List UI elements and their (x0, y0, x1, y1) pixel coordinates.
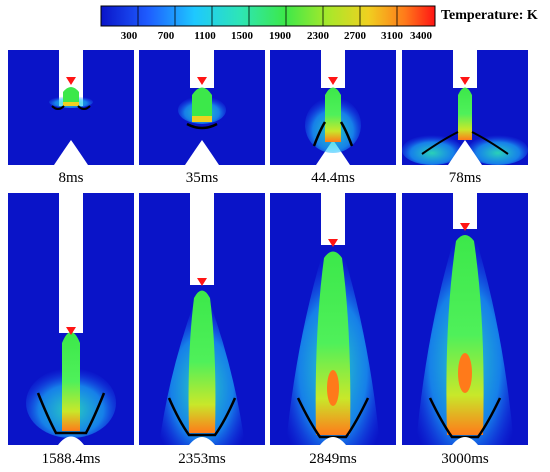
colorbar-tick-label: 3400 (410, 30, 432, 42)
panel-time-label: 3000ms (441, 451, 489, 467)
panel-time-label: 78ms (448, 170, 482, 186)
panel-time-label: 44.4ms (311, 170, 355, 186)
panel-time-label: 2849ms (309, 451, 357, 467)
colorbar-title: Temperature: K (441, 8, 538, 23)
panel-time-label: 35ms (185, 170, 219, 186)
colorbar-tick-label: 1100 (194, 30, 216, 42)
colorbar-gradient (100, 5, 436, 27)
colorbar-tick-label: 3100 (381, 30, 403, 42)
simulation-panel-2849ms (270, 193, 396, 445)
colorbar-tick-label: 2300 (307, 30, 329, 42)
panel-time-label: 2353ms (178, 451, 226, 467)
simulation-panel-8ms (8, 50, 134, 165)
colorbar-tick-label: 1900 (269, 30, 291, 42)
colorbar-tick-label: 700 (157, 30, 175, 42)
simulation-panel-3000ms (402, 193, 528, 445)
panel-time-label: 8ms (58, 170, 84, 186)
simulation-panel-78ms (402, 50, 528, 165)
temperature-colorbar: 300 700 1100 1500 1900 2300 2700 3100 34… (0, 0, 550, 46)
simulation-panel-1588-4ms (8, 193, 134, 445)
simulation-panel-44-4ms (270, 50, 396, 165)
simulation-panel-35ms (139, 50, 265, 165)
colorbar-tick-label: 2700 (344, 30, 366, 42)
colorbar-tick-label: 1500 (231, 30, 253, 42)
colorbar-tick-label: 300 (120, 30, 138, 42)
panel-time-label: 1588.4ms (41, 451, 101, 467)
simulation-panel-2353ms (139, 193, 265, 445)
